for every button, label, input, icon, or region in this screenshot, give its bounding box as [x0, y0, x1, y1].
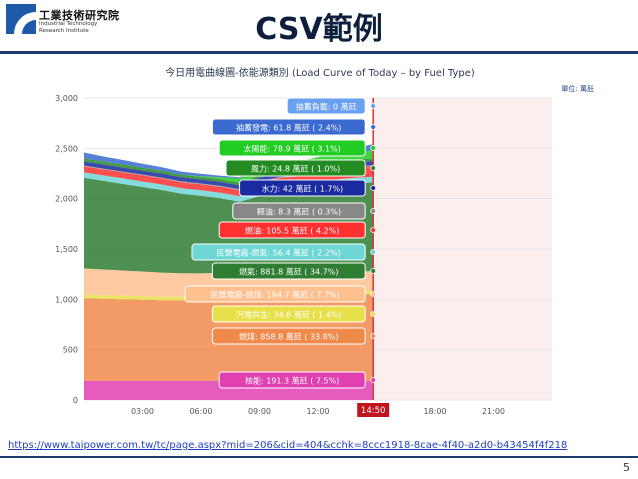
- tooltip-box: [191, 243, 366, 261]
- logo-name-cn: 工業技術研究院: [39, 9, 120, 22]
- tooltip-marker: [370, 249, 377, 255]
- y-tick-label: 2,500: [55, 144, 78, 153]
- current-time-label: 14:50: [361, 406, 386, 416]
- tooltip-box: [211, 118, 366, 136]
- itri-logo: 工業技術研究院 Industrial Technology Research I…: [6, 4, 124, 40]
- tooltip-box: [218, 371, 366, 389]
- tooltip-box: [232, 202, 366, 220]
- y-tick-label: 3,000: [55, 94, 78, 103]
- tooltip-text: 汽電共生: 34.6 萬瓩 ( 1.4%): [236, 310, 341, 320]
- chart-unit-label: 單位: 萬瓩: [561, 85, 594, 93]
- logo-name-en-line2: Research Institute: [39, 28, 89, 34]
- page-number: 5: [623, 461, 630, 474]
- tooltip-text: 民營電廠-燃氣: 56.4 萬瓩 ( 2.2%): [217, 248, 341, 258]
- tooltip-text: 太陽能: 78.9 萬瓩 ( 3.1%): [244, 144, 341, 154]
- tooltip-box: [218, 139, 366, 157]
- tooltip-text: 輕油: 8.3 萬瓩 ( 0.3%): [257, 207, 341, 217]
- tooltip-marker: [370, 268, 377, 274]
- tooltip-marker: [370, 227, 377, 233]
- x-tick-label: 09:00: [248, 407, 271, 416]
- y-tick-label: 2,000: [55, 195, 78, 204]
- tooltip-text: 風力: 24.8 萬瓩 ( 1.0%): [251, 164, 340, 174]
- tooltip-box: [218, 221, 366, 239]
- tooltip-text: 燃氣: 881.8 萬瓩 ( 34.7%): [239, 267, 338, 277]
- tooltip-marker: [370, 311, 377, 317]
- current-time-badge: [357, 403, 390, 417]
- title-divider: [0, 51, 638, 54]
- tooltip-box: [239, 179, 366, 197]
- x-tick-label: 21:00: [482, 407, 505, 416]
- y-tick-label: 500: [63, 346, 78, 355]
- x-tick-label: 03:00: [131, 407, 154, 416]
- x-tick-label: 06:00: [189, 407, 212, 416]
- chart-title: 今日用電曲線圖-依能源類別 (Load Curve of Today – by …: [165, 68, 475, 79]
- tooltip-marker: [370, 208, 377, 214]
- x-tick-label: 18:00: [423, 407, 446, 416]
- tooltip-text: 燃油: 105.5 萬瓩 ( 4.2%): [245, 226, 339, 236]
- itri-logo-mark-icon: [6, 4, 36, 34]
- tooltip-text: 民營電廠-燃煤: 194.7 萬瓩 ( 7.7%): [211, 290, 340, 300]
- tooltip-text: 水力: 42 萬瓩 ( 1.7%): [262, 184, 344, 194]
- tooltip-box: [286, 97, 366, 115]
- load-curve-chart: 今日用電曲線圖-依能源類別 (Load Curve of Today – by …: [40, 60, 600, 432]
- x-tick-label: 12:00: [306, 407, 329, 416]
- tooltip-marker: [370, 185, 377, 191]
- tooltip-text: 燃煤: 858.8 萬瓩 ( 33.8%): [239, 332, 338, 342]
- tooltip-marker: [370, 145, 377, 151]
- tooltip-marker: [370, 291, 377, 297]
- tooltip-marker: [370, 165, 377, 171]
- tooltip-box: [211, 327, 366, 345]
- tooltip-text: 抽蓄發電: 61.8 萬瓩 ( 2.4%): [236, 123, 341, 133]
- tooltip-text: 核能: 191.3 萬瓩 ( 7.5%): [245, 376, 339, 386]
- tooltip-marker: [370, 103, 377, 109]
- y-tick-label: 1,000: [55, 295, 78, 304]
- logo-name-en-line1: Industrial Technology: [39, 21, 98, 27]
- tooltip-box: [184, 285, 366, 303]
- tooltip-box: [211, 305, 366, 323]
- y-tick-label: 0: [73, 396, 78, 405]
- area-抽蓄發電: [84, 144, 374, 179]
- tooltip-marker: [370, 333, 377, 339]
- y-tick-label: 1,500: [55, 245, 78, 254]
- tooltip-text: 抽蓄負載: 0 萬瓩: [296, 102, 357, 112]
- source-link[interactable]: https://www.taipower.com.tw/tc/page.aspx…: [8, 440, 568, 451]
- tooltip-marker: [370, 377, 377, 383]
- chart-svg: 0 500 1,000 1,500 2,000 2,500 3,000 03:00 06:00 0…: [55, 94, 552, 417]
- slide-title: CSV範例: [255, 12, 383, 47]
- tooltip-box: [225, 159, 366, 177]
- tooltip-box: [211, 262, 366, 280]
- footer-divider: [0, 456, 638, 458]
- tooltip-marker: [370, 124, 377, 130]
